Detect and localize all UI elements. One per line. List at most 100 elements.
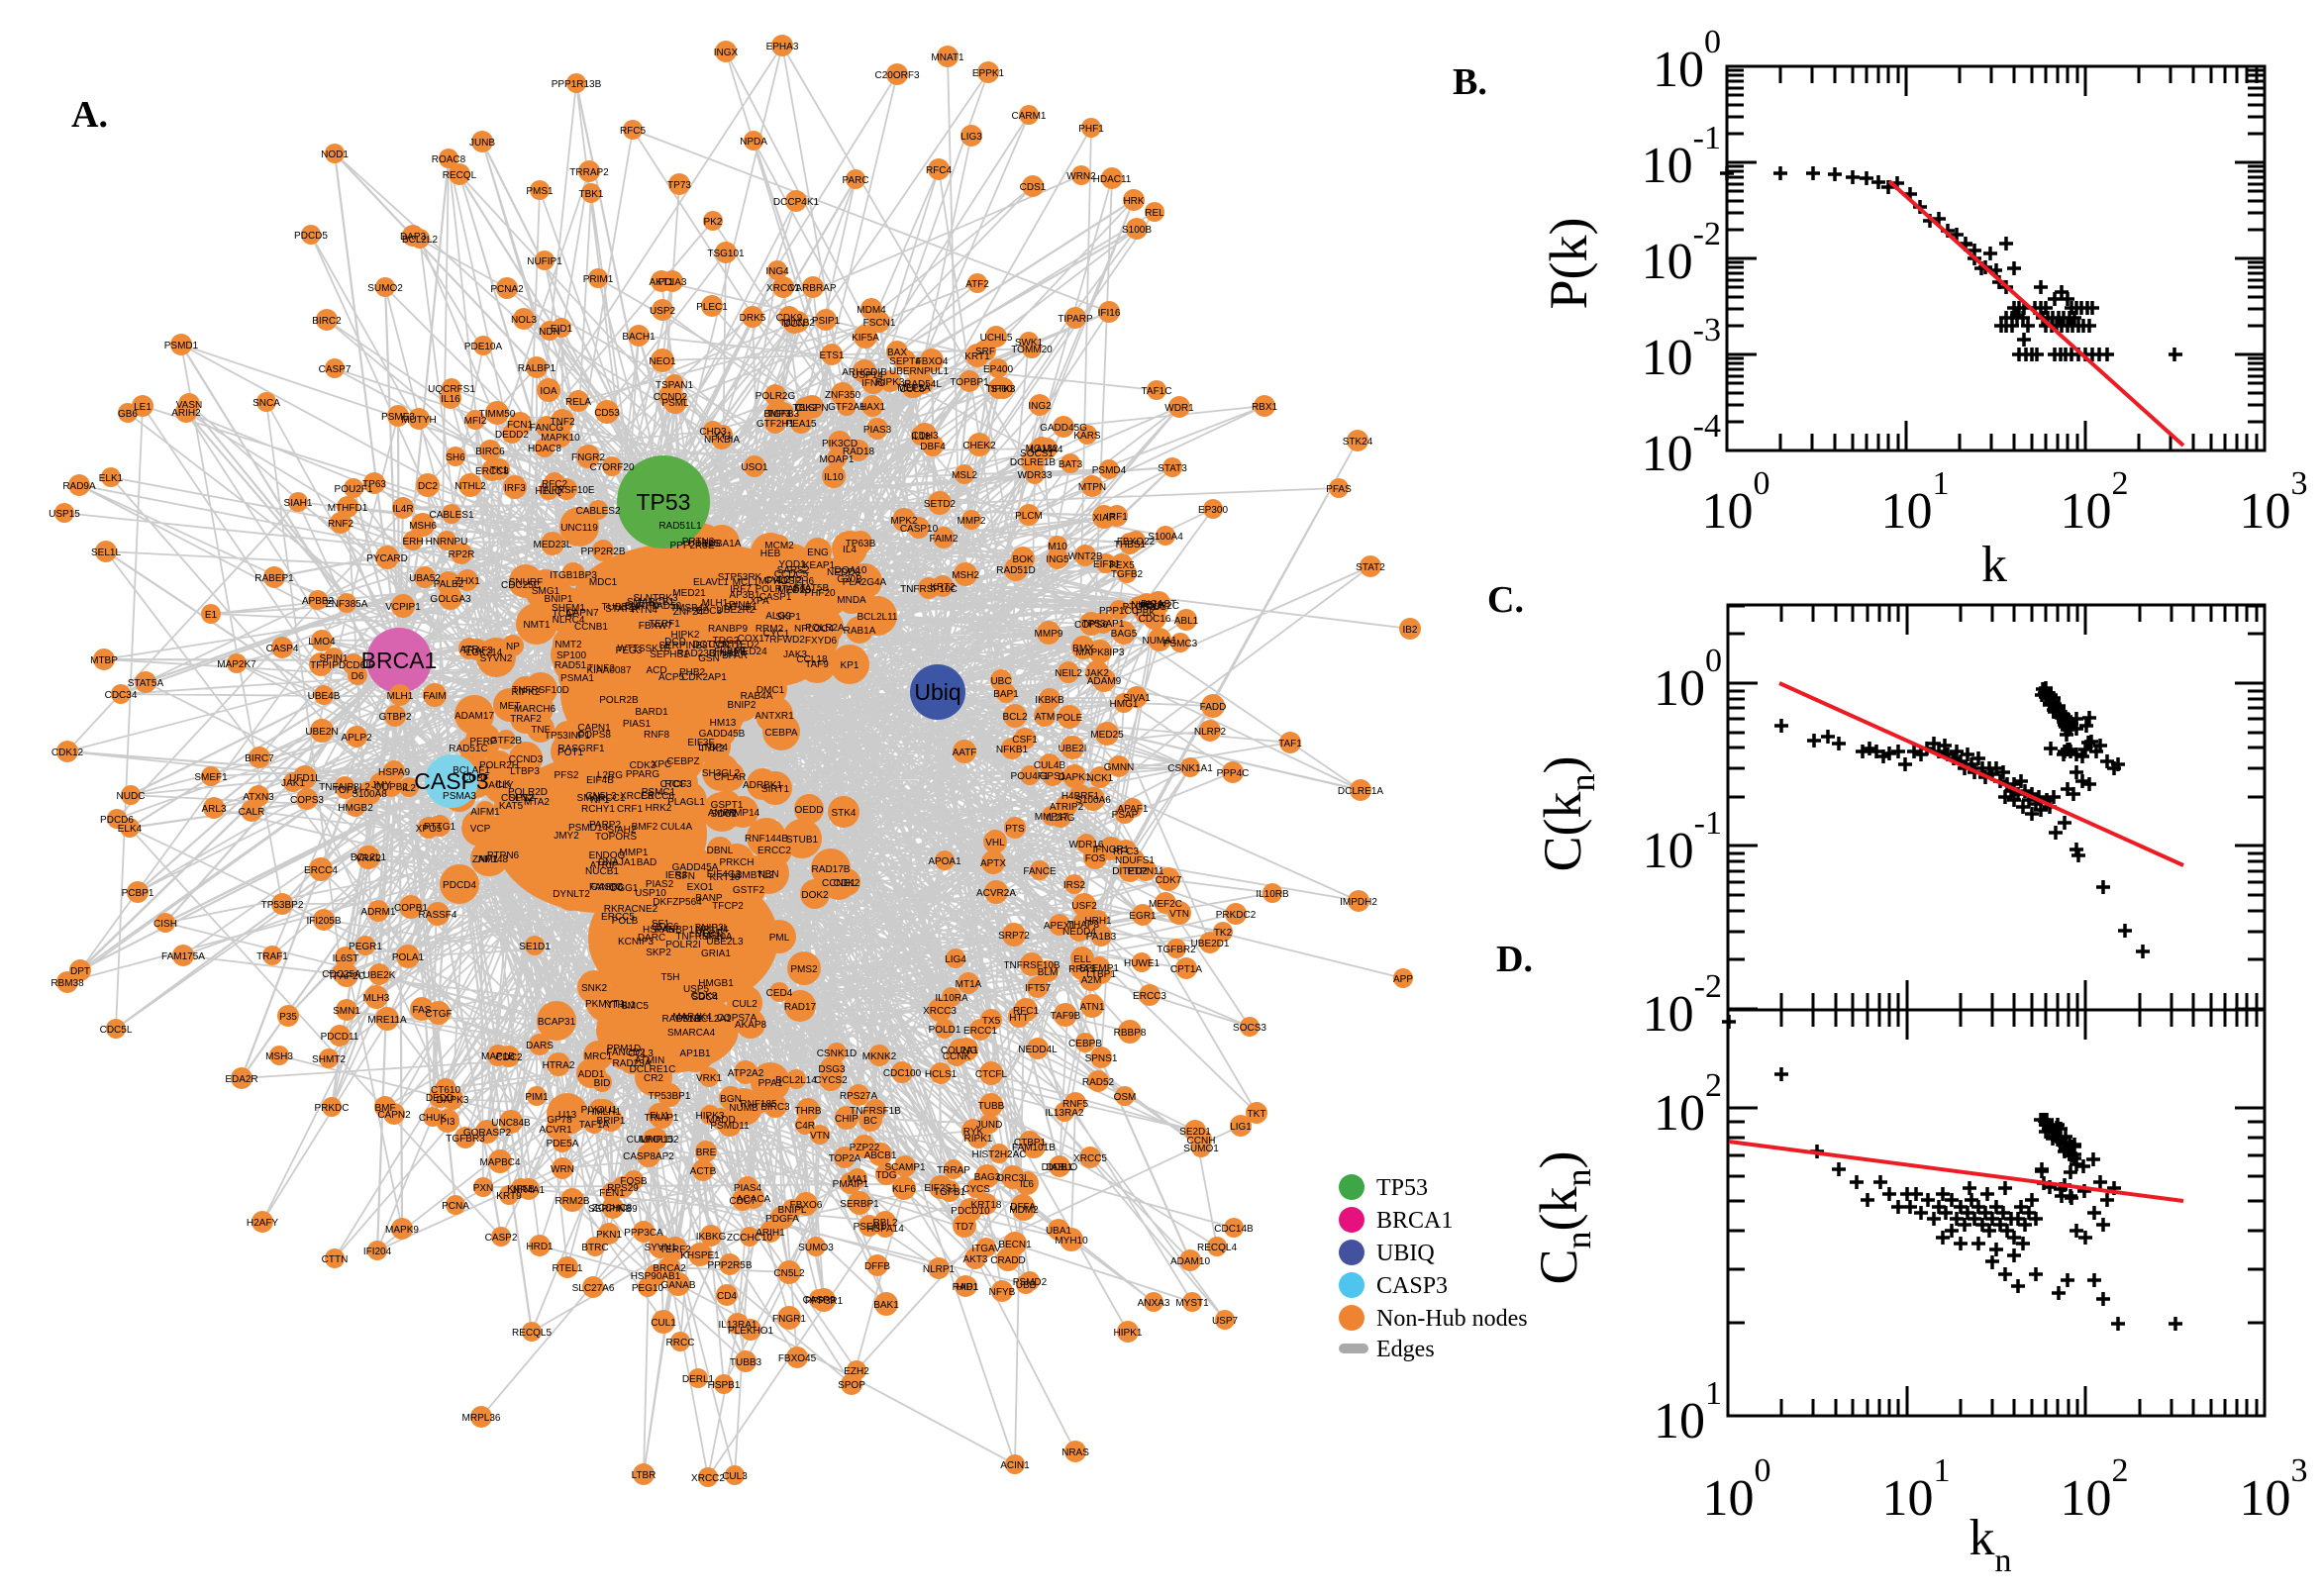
svg-text:CCNB1: CCNB1 bbox=[574, 622, 608, 633]
svg-text:CCND2: CCND2 bbox=[654, 392, 688, 403]
svg-text:THRB: THRB bbox=[794, 1106, 822, 1117]
svg-text:AKT1: AKT1 bbox=[649, 277, 673, 288]
svg-text:DMC1: DMC1 bbox=[757, 685, 785, 696]
svg-text:XPO5: XPO5 bbox=[416, 824, 443, 835]
svg-text:MT1A: MT1A bbox=[956, 979, 982, 990]
svg-text:CDS1: CDS1 bbox=[1020, 182, 1047, 193]
svg-text:STP53RK: STP53RK bbox=[718, 572, 762, 583]
svg-text:SKP2: SKP2 bbox=[646, 948, 671, 958]
svg-text:MRC1: MRC1 bbox=[584, 1051, 613, 1062]
svg-text:DOA10: DOA10 bbox=[835, 565, 867, 576]
svg-text:HSPA5: HSPA5 bbox=[643, 925, 674, 936]
svg-text:DARC: DARC bbox=[638, 933, 665, 944]
svg-text:SCAMP1: SCAMP1 bbox=[884, 1162, 926, 1173]
svg-text:ATMIN: ATMIN bbox=[635, 1055, 664, 1066]
svg-text:SMG1: SMG1 bbox=[532, 586, 560, 597]
svg-text:JMY2: JMY2 bbox=[554, 831, 579, 842]
svg-text:USP7: USP7 bbox=[1212, 1316, 1239, 1327]
svg-text:NDN: NDN bbox=[539, 327, 560, 338]
svg-text:UNG: UNG bbox=[956, 1046, 977, 1056]
svg-text:TNF2: TNF2 bbox=[551, 417, 575, 428]
svg-text:TNF: TNF bbox=[531, 725, 550, 736]
svg-text:SNURF: SNURF bbox=[509, 577, 543, 588]
svg-text:REL: REL bbox=[1145, 208, 1164, 219]
svg-text:RAD54L: RAD54L bbox=[904, 379, 942, 390]
svg-text:UBIQ: UBIQ bbox=[1376, 1241, 1435, 1266]
svg-text:EIF4B: EIF4B bbox=[586, 775, 614, 786]
svg-text:MAPK8IP3: MAPK8IP3 bbox=[1076, 648, 1125, 658]
svg-text:CSNK1D: CSNK1D bbox=[817, 1048, 858, 1059]
svg-text:NEDD4: NEDD4 bbox=[1062, 927, 1096, 938]
svg-text:PPP3CA: PPP3CA bbox=[624, 1228, 663, 1239]
svg-text:PIN1: PIN1 bbox=[729, 600, 752, 611]
svg-text:NUCB2: NUCB2 bbox=[781, 318, 815, 329]
svg-text:NF1: NF1 bbox=[591, 795, 610, 806]
svg-text:PTPN6: PTPN6 bbox=[487, 850, 520, 861]
svg-text:BRCA1: BRCA1 bbox=[361, 648, 438, 673]
svg-text:ATM: ATM bbox=[1035, 712, 1055, 723]
svg-text:SMARCA4: SMARCA4 bbox=[667, 1028, 716, 1039]
svg-text:ILK: ILK bbox=[495, 779, 510, 790]
svg-text:TNFRSF1B: TNFRSF1B bbox=[850, 1106, 901, 1117]
svg-text:RECQL4: RECQL4 bbox=[1197, 1243, 1237, 1253]
svg-text:EIF4G2: EIF4G2 bbox=[707, 869, 742, 880]
svg-text:S100A6: S100A6 bbox=[1075, 795, 1111, 806]
svg-text:T5H: T5H bbox=[661, 972, 680, 983]
svg-text:ANTXR1: ANTXR1 bbox=[755, 711, 794, 722]
svg-text:PSIP1: PSIP1 bbox=[812, 316, 841, 327]
svg-text:COPB1: COPB1 bbox=[394, 903, 428, 914]
svg-text:TDG2: TDG2 bbox=[713, 636, 740, 647]
svg-text:RFC1: RFC1 bbox=[1013, 1006, 1040, 1017]
svg-text:BAP1: BAP1 bbox=[993, 689, 1019, 700]
svg-text:JAK3: JAK3 bbox=[783, 649, 807, 660]
svg-text:PSML: PSML bbox=[661, 398, 689, 409]
svg-text:ADAM10: ADAM10 bbox=[1170, 1256, 1210, 1267]
svg-text:AP1B1: AP1B1 bbox=[679, 1048, 711, 1059]
svg-text:MCM2: MCM2 bbox=[764, 541, 794, 551]
svg-text:BMF: BMF bbox=[374, 1103, 395, 1114]
svg-text:GMNN: GMNN bbox=[1104, 762, 1135, 773]
svg-text:ATRIP: ATRIP bbox=[590, 860, 619, 871]
svg-text:TGFB2: TGFB2 bbox=[1111, 569, 1144, 580]
svg-text:BCL2A1: BCL2A1 bbox=[694, 1014, 732, 1025]
svg-text:CDC34: CDC34 bbox=[105, 690, 138, 701]
svg-text:POLR2G: POLR2G bbox=[756, 391, 796, 402]
svg-text:PEGR1: PEGR1 bbox=[349, 942, 382, 952]
svg-text:RFWD2: RFWD2 bbox=[769, 635, 805, 646]
svg-text:BCL2L14: BCL2L14 bbox=[775, 1075, 817, 1086]
svg-text:CABLES1: CABLES1 bbox=[429, 510, 473, 521]
svg-text:CDC25A: CDC25A bbox=[322, 969, 361, 980]
svg-text:H2AFY: H2AFY bbox=[247, 1218, 279, 1229]
svg-text:PCNA2: PCNA2 bbox=[490, 284, 524, 295]
svg-text:EXO1: EXO1 bbox=[687, 882, 714, 893]
svg-text:PKMYT1: PKMYT1 bbox=[585, 999, 625, 1010]
svg-text:TFCP2: TFCP2 bbox=[712, 901, 744, 912]
svg-text:ZNF148: ZNF148 bbox=[472, 854, 509, 865]
svg-text:MAPK10: MAPK10 bbox=[541, 433, 580, 444]
svg-text:BMX: BMX bbox=[1072, 644, 1094, 654]
svg-text:USP10: USP10 bbox=[635, 888, 666, 899]
svg-text:FXYD6: FXYD6 bbox=[805, 636, 838, 647]
svg-text:BIRC2: BIRC2 bbox=[312, 316, 342, 327]
svg-text:USP2: USP2 bbox=[650, 306, 676, 317]
svg-text:BAK1: BAK1 bbox=[873, 1300, 899, 1311]
svg-text:SARS2: SARS2 bbox=[777, 565, 810, 576]
svg-text:STK3: STK3 bbox=[990, 384, 1015, 395]
svg-text:BICAST: BICAST bbox=[1141, 599, 1176, 610]
svg-text:DCLRE1B: DCLRE1B bbox=[1010, 457, 1056, 468]
svg-text:AIFM1: AIFM1 bbox=[470, 807, 500, 818]
svg-text:HMLH1: HMLH1 bbox=[587, 1107, 621, 1118]
svg-text:RCC3: RCC3 bbox=[664, 779, 692, 790]
svg-text:KIF5A: KIF5A bbox=[852, 333, 879, 344]
svg-text:PSEN1: PSEN1 bbox=[854, 1222, 886, 1233]
svg-text:PCBP1: PCBP1 bbox=[122, 888, 154, 899]
svg-text:ERCC8: ERCC8 bbox=[475, 466, 509, 477]
svg-text:KRT2: KRT2 bbox=[930, 582, 956, 593]
svg-text:A2M: A2M bbox=[1081, 975, 1102, 986]
svg-text:PIK3CD: PIK3CD bbox=[822, 439, 858, 449]
svg-text:LE1: LE1 bbox=[134, 402, 152, 413]
svg-text:TSPAN1: TSPAN1 bbox=[656, 380, 694, 391]
svg-text:ATF2: ATF2 bbox=[965, 279, 989, 290]
svg-text:BACH1: BACH1 bbox=[622, 332, 656, 343]
svg-text:PRKCH: PRKCH bbox=[719, 857, 754, 868]
